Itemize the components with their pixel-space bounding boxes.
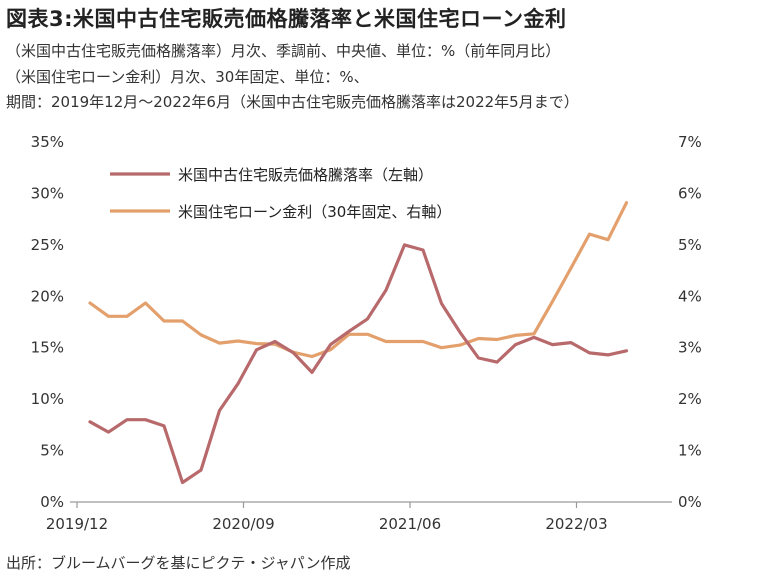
legend-label: 米国住宅ローン金利（30年固定、右軸） <box>178 203 451 221</box>
left-y-tick-label: 10% <box>31 390 64 408</box>
left-y-tick-label: 5% <box>40 442 64 460</box>
source-note: 出所：ブルームバーグを基にピクテ・ジャパン作成 <box>6 554 351 572</box>
right-y-tick-label: 3% <box>678 339 702 357</box>
home-price-change-line <box>88 243 629 485</box>
x-tick-label: 2022/03 <box>545 515 607 533</box>
right-y-tick-label: 2% <box>678 390 702 408</box>
mortgage-rate-line <box>88 201 629 359</box>
chart-subtitle-period: 期間：2019年12月～2022年6月（米国中古住宅販売価格騰落率は2022年5… <box>6 93 579 111</box>
right-y-tick-label: 1% <box>678 442 702 460</box>
line-chart: 2019/12 2020/09 2021/06 2022/03 0% 5% 10% 15% 20… <box>31 133 702 533</box>
x-tick-label: 2020/09 <box>212 515 274 533</box>
chart-legend: 米国中古住宅販売価格騰落率（左軸） 米国住宅ローン金利（30年固定、右軸） <box>110 166 451 221</box>
right-y-tick-label: 7% <box>678 133 702 151</box>
legend-label: 米国中古住宅販売価格騰落率（左軸） <box>178 166 433 184</box>
chart-title: 図表3:米国中古住宅販売価格騰落率と米国住宅ローン金利 <box>6 7 567 31</box>
x-tick-label: 2019/12 <box>46 515 108 533</box>
right-y-tick-label: 0% <box>678 493 702 511</box>
chart-subtitle-mortgage-rate: （米国住宅ローン金利）月次、30年固定、単位：%、 <box>6 68 369 86</box>
left-y-tick-label: 0% <box>40 493 64 511</box>
left-y-tick-label: 20% <box>31 287 64 305</box>
chart-subtitle-price-index: （米国中古住宅販売価格騰落率）月次、季調前、中央値、単位：%（前年同月比） <box>6 42 561 60</box>
right-y-tick-label: 5% <box>678 236 702 254</box>
chart-axes: 2019/12 2020/09 2021/06 2022/03 0% 5% 10% 15% 20… <box>31 133 702 533</box>
left-y-tick-label: 30% <box>31 184 64 202</box>
right-y-tick-label: 6% <box>678 184 702 202</box>
left-y-tick-label: 35% <box>31 133 64 151</box>
right-y-tick-label: 4% <box>678 287 702 305</box>
left-y-tick-label: 25% <box>31 236 64 254</box>
left-y-tick-label: 15% <box>31 339 64 357</box>
x-tick-label: 2021/06 <box>379 515 441 533</box>
chart-lines <box>88 201 629 485</box>
